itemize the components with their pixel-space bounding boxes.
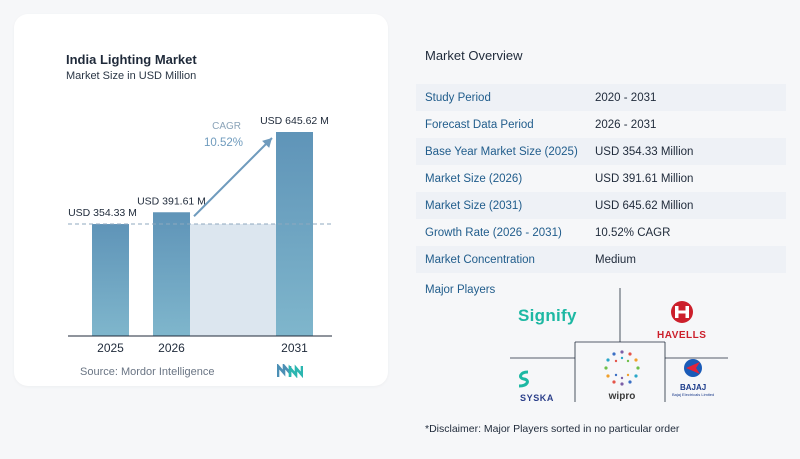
overview-value: USD 645.62 Million [595, 199, 694, 212]
bar-2031 [276, 132, 313, 336]
chart-title: India Lighting Market [66, 52, 197, 67]
bajaj-text: BAJAJ [680, 383, 707, 392]
overview-row: Market Size (2026) USD 391.61 Million [416, 165, 786, 192]
overview-value: Medium [595, 253, 636, 266]
data-label-2031: USD 645.62 M [260, 115, 329, 127]
bajaj-logo-icon: BAJAJ Bajaj Electricals Limited [672, 358, 714, 397]
overview-row: Study Period 2020 - 2031 [416, 84, 786, 111]
overview-value: USD 354.33 Million [595, 145, 694, 158]
overview-row: Market Size (2031) USD 645.62 Million [416, 192, 786, 219]
overview-row: Market Concentration Medium [416, 246, 786, 273]
overview-row: Forecast Data Period 2026 - 2031 [416, 111, 786, 138]
bar-2026 [153, 212, 190, 336]
bar-2025 [92, 224, 129, 336]
overview-label: Growth Rate (2026 - 2031) [425, 226, 562, 239]
havells-logo-icon: HAVELLS [657, 300, 706, 341]
overview-value: 10.52% CAGR [595, 226, 671, 239]
data-label-2025: USD 354.33 M [68, 207, 137, 219]
havells-emblem-icon [670, 301, 693, 323]
tick-label-2026: 2026 [158, 341, 185, 355]
shaded-region [190, 224, 276, 336]
syska-text: SYSKA [520, 393, 555, 403]
wipro-logo-icon: wipro [582, 348, 662, 402]
overview-row: Base Year Market Size (2025) USD 354.33 M… [416, 138, 786, 165]
havells-text: HAVELLS [657, 330, 707, 341]
cagr-arrow-head [262, 138, 272, 148]
cagr-label: CAGR [212, 121, 241, 132]
syska-emblem-icon [518, 370, 529, 388]
cagr-arrow-line [193, 137, 273, 217]
signify-logo-icon: Signify [518, 306, 577, 325]
mordor-logo-icon [277, 364, 303, 378]
overview-title: Market Overview [425, 48, 523, 63]
syska-logo-icon: SYSKA [514, 370, 554, 403]
tick-label-2031: 2031 [281, 341, 308, 355]
overview-table: Study Period 2020 - 2031 Forecast Data Pe… [416, 84, 786, 273]
overview-label: Market Concentration [425, 253, 535, 266]
chart-subtitle: Market Size in USD Million [66, 70, 197, 82]
disclaimer: *Disclaimer: Major Players sorted in no … [425, 423, 680, 435]
overview-row: Growth Rate (2026 - 2031) 10.52% CAGR [416, 219, 786, 246]
tick-label-2025: 2025 [97, 341, 124, 355]
data-label-2026: USD 391.61 M [137, 195, 206, 207]
overview-value: 2020 - 2031 [595, 91, 657, 104]
overview-value: USD 391.61 Million [595, 172, 694, 185]
overview-value: 2026 - 2031 [595, 118, 657, 131]
bajaj-emblem-icon [684, 359, 703, 377]
wipro-emblem-icon [604, 350, 640, 386]
bajaj-subtext: Bajaj Electricals Limited [672, 392, 715, 397]
overview-label: Base Year Market Size (2025) [425, 145, 578, 158]
overview-label: Market Size (2026) [425, 172, 523, 185]
wipro-text: wipro [608, 391, 636, 402]
cagr-value: 10.52% [204, 137, 243, 149]
overview-label: Study Period [425, 91, 491, 104]
overview-label: Forecast Data Period [425, 118, 534, 131]
overview-label: Market Size (2031) [425, 199, 523, 212]
major-players-title: Major Players [425, 284, 496, 296]
source-text: Source: Mordor Intelligence [80, 366, 215, 378]
